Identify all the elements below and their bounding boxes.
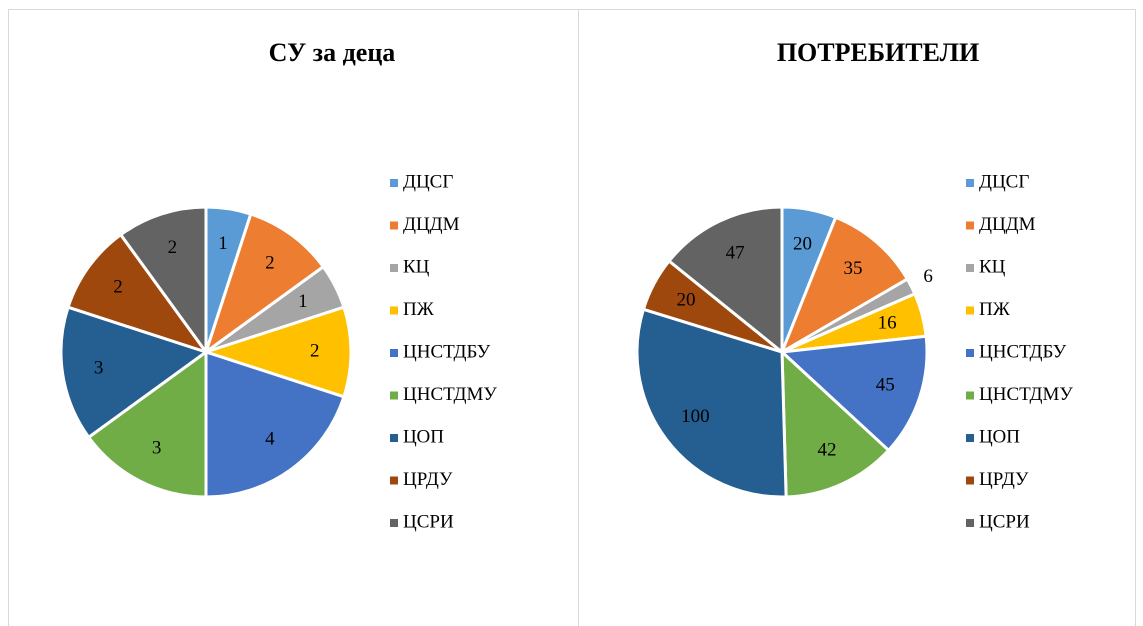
pie-slice [635,307,788,499]
legend-swatch [390,306,398,315]
legend-label: ЦРДУ [403,469,453,490]
legend-label: ЦСРИ [979,511,1030,532]
data-label: 20 [793,234,812,255]
legend-swatch [966,519,974,527]
legend-label: ПЖ [403,299,435,320]
legend-swatch [390,264,398,272]
chart-title: СУ за деца [269,38,396,67]
data-label: 45 [876,374,895,395]
pie-slice [778,334,929,453]
data-label: 42 [818,439,837,460]
legend-label: ЦНСТДБУ [403,341,491,362]
legend-label: ДЦСГ [403,171,453,192]
data-label: 6 [923,266,933,287]
data-label: 4 [265,428,275,449]
legend-swatch [966,179,974,187]
data-label: 47 [726,242,745,263]
pie-slice [778,215,910,356]
legend-label: ЦРДУ [979,469,1029,490]
pie-slice [118,205,208,357]
legend-swatch [390,391,398,400]
data-label: 2 [310,340,320,361]
legend-swatch [390,349,398,357]
pie-slice [66,232,210,355]
legend-label: ДЦДМ [979,214,1036,235]
legend-label: ЦСРИ [403,511,454,532]
legend-swatch [390,434,398,442]
legend-swatch [966,306,974,315]
pie-slice [204,349,346,499]
legend-swatch [966,476,974,485]
data-label: 3 [94,357,104,378]
legend-label: ЦОП [403,426,444,447]
legend-swatch [390,476,398,485]
data-label: 35 [844,258,863,279]
legend-swatch [390,519,398,527]
legend-label: ЦНСТДМУ [403,384,497,405]
pie-slice [201,305,353,399]
data-label: 16 [878,312,897,333]
legend-label: КЦ [403,256,430,277]
legend-swatch [966,434,974,442]
data-label: 2 [168,237,178,258]
legend-swatch [966,349,974,357]
legend-swatch [966,391,974,400]
pie-slice [780,348,891,499]
legend-label: ДЦСГ [979,171,1029,192]
data-label: 3 [152,437,162,458]
legend-label: ЦНСТДМУ [979,384,1073,405]
pie-slice [203,212,326,356]
pie-slice [59,305,210,440]
data-label: 20 [676,289,695,310]
legend-swatch [966,264,974,272]
data-label: 1 [218,233,228,254]
pie-slice [667,205,784,356]
legend-label: ЦНСТДБУ [979,341,1067,362]
legend-swatch [966,221,974,230]
data-label: 1 [298,291,308,312]
data-label: 100 [681,406,710,427]
legend-label: ЦОП [979,426,1020,447]
chart-title: ПОТРЕБИТЕЛИ [777,38,979,67]
legend-label: ПЖ [979,299,1011,320]
pie-slice [86,349,208,499]
data-label: 2 [113,276,123,297]
legend-label: ДЦДМ [403,214,460,235]
legend-swatch [390,221,398,230]
legend-label: КЦ [979,256,1006,277]
legend-swatch [390,179,398,187]
data-label: 2 [265,252,275,273]
